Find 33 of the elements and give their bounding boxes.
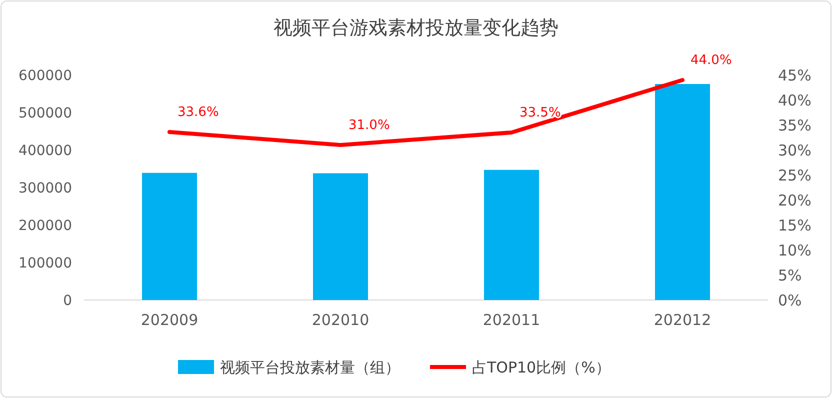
y2-tick-label: 30% <box>778 141 812 160</box>
y2-tick-label: 40% <box>778 91 812 110</box>
y2-tick-label: 35% <box>778 116 812 134</box>
data-label: 33.5% <box>520 106 561 120</box>
bar <box>313 173 368 300</box>
y-tick-label: 400000 <box>18 142 72 159</box>
y2-tick-label: 5% <box>778 266 802 284</box>
bar <box>484 170 539 300</box>
y-tick-label: 300000 <box>18 180 72 196</box>
y-tick-label: 600000 <box>18 68 72 84</box>
y-tick-label: 500000 <box>18 105 72 122</box>
legend-label: 占TOP10比例（%） <box>472 358 610 376</box>
bar <box>655 84 710 300</box>
y2-tick-label: 10% <box>778 241 812 260</box>
line-series <box>168 78 684 147</box>
legend-label: 视频平台投放素材量（组） <box>220 358 400 376</box>
y-tick-label: 200000 <box>18 218 72 234</box>
y-tick-label: 0 <box>63 292 72 309</box>
data-label: 31.0% <box>348 118 390 133</box>
x-tick-label: 202010 <box>312 311 370 329</box>
x-tick-label: 202009 <box>140 311 198 329</box>
bar <box>142 172 197 300</box>
chart-title: 视频平台游戏素材投放量变化趋势 <box>274 17 558 39</box>
y2-tick-label: 0% <box>778 291 802 310</box>
y2-tick-label: 20% <box>778 191 812 210</box>
data-label: 44.0% <box>690 53 732 68</box>
x-tick-label: 202011 <box>482 311 540 329</box>
y2-tick-label: 25% <box>778 166 812 184</box>
data-label: 33.6% <box>178 105 219 120</box>
y-tick-label: 100000 <box>18 255 72 272</box>
x-tick-label: 202012 <box>654 311 712 329</box>
y2-tick-label: 15% <box>778 216 812 234</box>
y2-tick-label: 45% <box>778 66 812 84</box>
